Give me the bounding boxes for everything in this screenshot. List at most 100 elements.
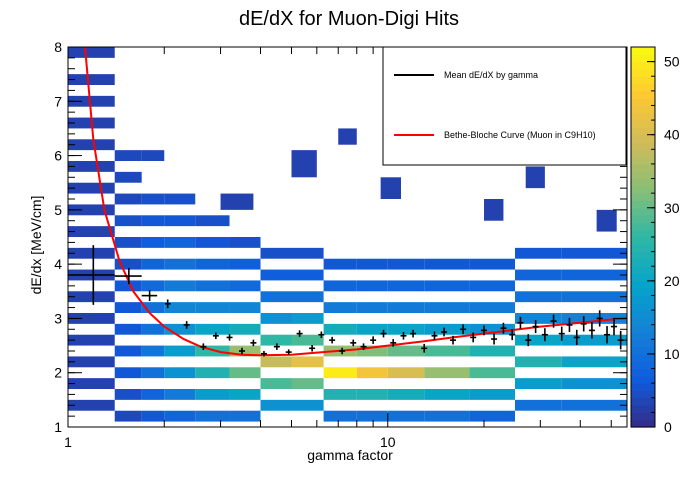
colorbar-segment — [631, 229, 655, 238]
colorbar-segment — [631, 273, 655, 282]
profile-point — [500, 322, 507, 334]
heatmap-cell — [469, 280, 516, 292]
heatmap-cell — [164, 215, 196, 227]
profile-point — [273, 343, 280, 350]
heatmap-cell — [338, 128, 357, 145]
heatmap-cell — [164, 193, 196, 205]
heatmap-cell — [380, 177, 401, 199]
heatmap-cell — [164, 302, 196, 313]
heatmap-cell — [164, 323, 196, 335]
profile-point — [360, 343, 367, 350]
heatmap-cell — [323, 410, 357, 422]
profile-points-layer — [68, 245, 624, 357]
heatmap-cell — [291, 150, 317, 178]
colorbar-segment — [631, 244, 655, 253]
colorbar-segment — [631, 127, 655, 136]
heatmap-cell — [561, 313, 627, 324]
heatmap-cell — [68, 378, 115, 389]
x-axis-label: gamma factor — [307, 447, 393, 463]
heatmap-cell — [141, 193, 165, 205]
heatmap-cell — [68, 161, 115, 172]
colorbar-tick-label: 40 — [664, 127, 680, 143]
heatmap-cell — [114, 150, 142, 161]
heatmap-cell — [356, 367, 388, 379]
profile-point — [260, 351, 267, 357]
heatmap-cell — [469, 323, 516, 335]
heatmap-cell — [195, 302, 230, 313]
profile-point — [421, 343, 428, 353]
colorbar-segment — [631, 171, 655, 180]
profile-point — [470, 332, 477, 343]
heatmap-cell — [515, 313, 562, 324]
profile-point — [517, 316, 524, 329]
profile-point — [141, 290, 158, 302]
heatmap-cell — [387, 389, 425, 400]
heatmap-cell — [164, 280, 196, 292]
profile-point — [390, 339, 397, 347]
heatmap-cell — [561, 269, 627, 281]
colorbar-tick-label: 10 — [664, 346, 680, 362]
heatmap-cell — [220, 193, 254, 210]
heatmap-cell — [141, 150, 165, 161]
colorbar-segment — [631, 258, 655, 267]
colorbar-segment — [631, 266, 655, 275]
heatmap-cell — [484, 199, 504, 221]
heatmap-cell — [195, 280, 230, 292]
heatmap-cell — [114, 280, 142, 292]
heatmap-cell — [356, 389, 388, 400]
heatmap-cell — [424, 410, 470, 422]
heatmap-cell — [387, 280, 425, 292]
colorbar-segment — [631, 397, 655, 406]
heatmap-cell — [260, 291, 292, 303]
colorbar-segment — [631, 375, 655, 384]
colorbar-segment — [631, 332, 655, 340]
colorbar-segment — [631, 353, 655, 362]
colorbar-segment — [631, 302, 655, 311]
heatmap-cell — [141, 237, 165, 248]
heatmap-cell — [195, 410, 230, 422]
y-tick-label: 7 — [54, 93, 62, 109]
heatmap-cell — [164, 389, 196, 400]
profile-point — [309, 345, 316, 352]
colorbar-segment — [631, 412, 655, 421]
colorbar-segment — [631, 390, 655, 399]
colorbar-segment — [631, 200, 655, 209]
profile-point — [525, 334, 532, 347]
heatmap-cell — [561, 356, 627, 368]
legend: Mean dE/dX by gamma Bethe-Bloche Curve (… — [382, 46, 627, 166]
heatmap-cell — [229, 345, 261, 357]
heatmap-cell — [387, 410, 425, 422]
colorbar-segment — [631, 76, 655, 85]
heatmap-cell — [141, 410, 165, 422]
heatmap-cell — [141, 302, 165, 313]
heatmap-cell — [141, 215, 165, 227]
heatmap-cell — [323, 258, 357, 270]
colorbar-segment — [631, 280, 655, 289]
y-tick-label: 6 — [54, 148, 62, 164]
profile-point — [250, 339, 257, 347]
profile-point — [183, 321, 190, 329]
heatmap-cell — [141, 323, 165, 335]
profile-point — [318, 331, 325, 338]
heatmap-cell — [141, 345, 165, 357]
heatmap-cell — [260, 247, 292, 259]
heatmap-cell — [469, 410, 516, 422]
y-tick-label: 5 — [54, 202, 62, 218]
legend-label-mean: Mean dE/dX by gamma — [444, 70, 538, 80]
colorbar-segment — [631, 54, 655, 63]
profile-point — [550, 314, 557, 328]
profile-point — [604, 326, 611, 344]
colorbar-segment — [631, 178, 655, 187]
heatmap-cell — [141, 367, 165, 379]
heatmap-cells — [68, 47, 627, 422]
heatmap-cell — [195, 323, 230, 335]
heatmap-cell — [515, 334, 562, 346]
legend-box — [382, 46, 627, 166]
profile-point — [380, 329, 387, 338]
heatmap-cell — [561, 291, 627, 303]
y-tick-label: 2 — [54, 365, 62, 381]
colorbar-segment — [631, 237, 655, 245]
heatmap-cell — [424, 258, 470, 270]
heatmap-cell — [68, 313, 115, 324]
